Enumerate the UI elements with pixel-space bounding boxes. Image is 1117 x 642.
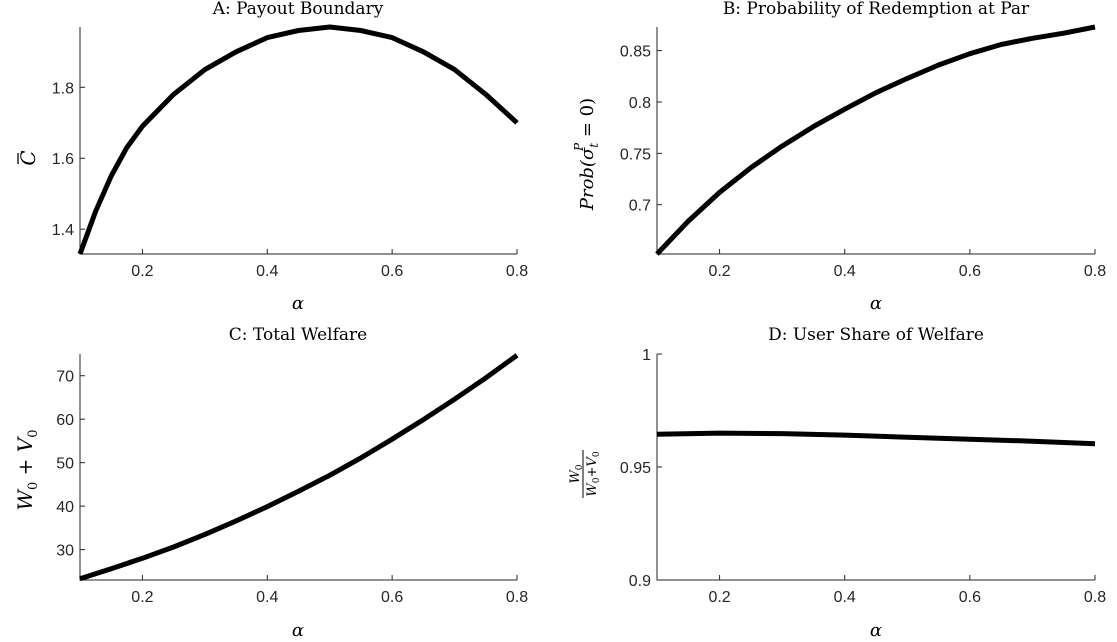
panel-d-axes <box>656 354 1095 581</box>
panel-c-x-tick-label: 0.4 <box>256 589 278 606</box>
panel-b-title: B: Probability of Redemption at Par <box>723 0 1030 19</box>
panel-d-title: D: User Share of Welfare <box>768 325 984 345</box>
panel-c-y-tick-label: 50 <box>56 456 74 473</box>
panel-d: D: User Share of Welfare 0.2 0.4 0.6 0.8 0.9… <box>568 325 1106 641</box>
panel-d-x-label: α <box>870 620 882 641</box>
panel-c: C: Total Welfare 0.2 0.4 0.6 0.83040506070 … <box>13 325 528 641</box>
panel-c-y-tick-label: 70 <box>56 369 74 386</box>
panel-d-y-tick-label: 0.9 <box>629 573 651 590</box>
panel-b-x-tick-label: 0.4 <box>834 263 856 280</box>
panel-a-y-tick-label: 1.8 <box>52 80 74 97</box>
panel-a-x-tick-label: 0.2 <box>131 263 153 280</box>
panel-c-x-label: α <box>292 620 304 641</box>
panel-a-y-label: C <box>16 150 40 165</box>
panel-c-series-line <box>79 353 519 582</box>
panel-d-x-tick-label: 0.8 <box>1084 589 1106 606</box>
panel-c-y-tick-label: 60 <box>56 412 74 429</box>
panel-c-x-tick-label: 0.2 <box>131 589 153 606</box>
panel-b-y-tick-label: 0.7 <box>629 198 651 215</box>
panel-d-y-label: W0 W0+V0 <box>568 450 602 498</box>
panel-c-title: C: Total Welfare <box>229 325 367 345</box>
panel-c-y-tick-label: 40 <box>56 499 74 516</box>
panel-c-x-tick-label: 0.8 <box>506 589 528 606</box>
panel-a-y-tick-label: 1.6 <box>52 151 74 168</box>
panel-a-series-line <box>77 24 519 255</box>
panel-c-axes <box>79 354 517 581</box>
panel-c-y-label: W0 + V0 <box>13 429 41 510</box>
panel-a-x-label: α <box>292 293 304 314</box>
panel-b-y-tick-label: 0.85 <box>620 44 651 61</box>
panel-d-x-tick-label: 0.2 <box>708 589 730 606</box>
panel-d-x-tick-label: 0.6 <box>959 589 981 606</box>
panel-a: A: Payout Boundary 0.2 0.4 0.6 0.8 1.4 1.6 1.8… <box>16 0 528 314</box>
panel-c-y-tick-label: 30 <box>56 543 74 560</box>
panel-d-series-line <box>656 430 1096 447</box>
panel-b-y-tick-label: 0.8 <box>629 95 651 112</box>
panel-a-axes <box>79 27 517 255</box>
panel-d-ticks: 0.2 0.4 0.6 0.8 0.9 0.95 1 <box>620 347 1106 606</box>
panel-c-ticks: 0.2 0.4 0.6 0.8 30 40 50 60 70 <box>56 369 528 606</box>
svg-text:W0+V0: W0+V0 <box>585 451 602 496</box>
panel-b-series-line <box>655 24 1096 256</box>
panel-b-x-tick-label: 0.2 <box>708 263 730 280</box>
panel-b-axes <box>656 27 1095 255</box>
panel-b-y-tick-label: 0.75 <box>620 146 651 163</box>
panel-a-x-tick-label: 0.8 <box>506 263 528 280</box>
panel-a-x-tick-label: 0.6 <box>381 263 403 280</box>
panel-d-x-tick-label: 0.4 <box>834 589 856 606</box>
svg-text:W0: W0 <box>568 464 585 483</box>
panel-b: B: Probability of Redemption at Par 0.2 0… <box>572 0 1106 314</box>
panel-b-x-label: α <box>870 293 882 314</box>
panel-b-x-tick-label: 0.8 <box>1084 263 1106 280</box>
panel-b-y-label: Prob(σtP = 0) <box>572 98 601 211</box>
panel-a-title: A: Payout Boundary <box>212 0 384 19</box>
panel-c-x-tick-label: 0.6 <box>381 589 403 606</box>
panel-b-ticks: 0.2 0.4 0.6 0.8 0.7 0.75 0.8 0.85 <box>620 44 1106 280</box>
panel-d-y-tick-label: 1 <box>642 347 651 364</box>
panel-d-y-tick-label: 0.95 <box>620 460 651 477</box>
panel-a-y-tick-label: 1.4 <box>52 222 74 239</box>
panel-b-x-tick-label: 0.6 <box>959 263 981 280</box>
panel-a-ticks: 0.2 0.4 0.6 0.8 1.4 1.6 1.8 <box>52 80 528 280</box>
panel-a-x-tick-label: 0.4 <box>256 263 278 280</box>
